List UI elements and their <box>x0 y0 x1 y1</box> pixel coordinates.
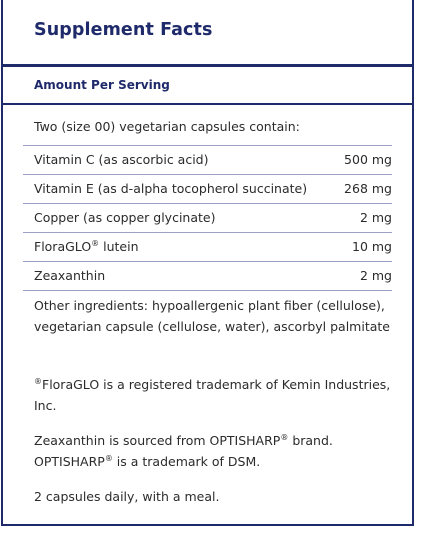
serving-intro: Two (size 00) vegetarian capsules contai… <box>34 119 300 134</box>
zeaxanthin-note-part2: brand. OPTISHARP <box>34 433 333 469</box>
other-ingredients: Other ingredients: hypoallergenic plant … <box>34 298 390 334</box>
nutrient-row: Vitamin E (as d-alpha tocopherol succina… <box>23 174 392 203</box>
nutrient-name: Zeaxanthin <box>34 268 106 283</box>
nutrient-name: Vitamin E (as d-alpha tocopherol succina… <box>34 181 308 196</box>
amount-per-serving-heading: Amount Per Serving <box>34 78 170 92</box>
nutrient-amount: 500 mg <box>344 152 392 167</box>
nutrient-name: FloraGLO® lutein <box>34 239 139 254</box>
nutrient-amount: 268 mg <box>344 181 392 196</box>
nutrient-name: Vitamin C (as ascorbic acid) <box>34 152 209 167</box>
supplement-facts-panel: Supplement Facts Amount Per Serving Two … <box>1 0 414 526</box>
panel-title: Supplement Facts <box>34 20 213 40</box>
zeaxanthin-note-part1: Zeaxanthin is sourced from OPTISHARP <box>34 433 281 448</box>
nutrient-amount: 10 mg <box>352 239 392 254</box>
floraglo-trademark-note: ®FloraGLO is a registered trademark of K… <box>34 374 404 416</box>
zeaxanthin-note-part3: is a trademark of DSM. <box>112 454 261 469</box>
registered-mark: ® <box>91 238 100 248</box>
nutrient-row: FloraGLO® lutein 10 mg <box>23 232 392 261</box>
registered-mark: ® <box>104 453 113 463</box>
nutrient-amount: 2 mg <box>359 268 392 283</box>
nutrient-name: Copper (as copper glycinate) <box>34 210 216 225</box>
zeaxanthin-source-note: Zeaxanthin is sourced from OPTISHARP® br… <box>34 430 404 472</box>
nutrient-row: Copper (as copper glycinate) 2 mg <box>23 203 392 232</box>
serving-divider <box>3 103 412 105</box>
nutrient-amount: 2 mg <box>359 210 392 225</box>
nutrient-row: Zeaxanthin 2 mg <box>23 261 392 291</box>
title-divider <box>3 64 412 67</box>
nutrient-name-rest: lutein <box>99 239 139 254</box>
registered-mark: ® <box>280 432 289 442</box>
nutrient-row: Vitamin C (as ascorbic acid) 500 mg <box>23 145 392 174</box>
floraglo-note-text: FloraGLO is a registered trademark of Ke… <box>34 377 391 413</box>
nutrient-name-main: FloraGLO <box>34 239 92 254</box>
directions: 2 capsules daily, with a meal. <box>34 489 220 504</box>
registered-mark: ® <box>34 376 42 386</box>
